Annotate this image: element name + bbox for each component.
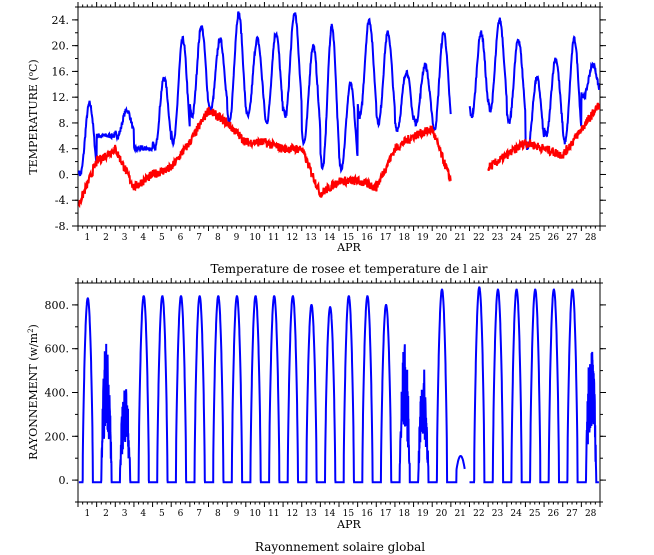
x-tick-label: 13 xyxy=(305,509,317,519)
x-tick-label: 26 xyxy=(548,509,560,519)
x-tick-label: 17 xyxy=(380,233,392,243)
x-tick-label: 8 xyxy=(215,509,221,519)
x-tick-label: 2 xyxy=(103,233,109,243)
radiation-y-label: RAYONNEMENT (w/m2) xyxy=(27,324,40,460)
x-tick-label: 14 xyxy=(324,233,336,243)
y-tick-label: 4. xyxy=(59,143,70,156)
temperature-y-label-post: C) xyxy=(27,59,40,72)
temperature-y-ticks: -8. -4. 0. 4. 8. 12. 16. 20. 24. xyxy=(52,6,606,233)
dew-point-line xyxy=(78,106,452,209)
x-tick-label: 8 xyxy=(215,233,221,243)
x-tick-label: 26 xyxy=(548,233,560,243)
x-tick-label: 27 xyxy=(566,509,578,519)
x-tick-label: 2 xyxy=(103,509,109,519)
x-tick-label: 15 xyxy=(343,509,355,519)
y-tick-label: 12. xyxy=(52,91,70,104)
radiation-line xyxy=(78,288,466,484)
x-tick-label: 11 xyxy=(268,233,279,243)
x-tick-label: 3 xyxy=(122,233,128,243)
x-tick-label: 21 xyxy=(454,233,465,243)
x-tick-label: 1 xyxy=(84,233,90,243)
x-tick-label: 9 xyxy=(234,509,240,519)
radiation-y-label-sup: 2 xyxy=(27,328,35,332)
temperature-chart: -8.-4.0.4.8.12.16.20.24. 1 2 3 4 5 6 7 8 9 10 11 12… xyxy=(27,2,606,276)
x-tick-label: 18 xyxy=(399,233,411,243)
x-tick-label: 15 xyxy=(343,233,355,243)
temperature-plot-frame xyxy=(77,6,601,227)
x-tick-label: 6 xyxy=(178,233,184,243)
x-tick-label: 24 xyxy=(510,233,522,243)
radiation-title: Rayonnement solaire global xyxy=(255,540,425,554)
x-tick-label: 19 xyxy=(417,233,429,243)
x-tick-label: 4 xyxy=(140,509,146,519)
x-tick-label: 17 xyxy=(380,509,392,519)
y-tick-label: 20. xyxy=(52,40,70,53)
x-tick-label: 23 xyxy=(492,509,504,519)
air-temperature-line xyxy=(468,17,601,151)
x-tick-label: 19 xyxy=(417,509,429,519)
radiation-y-label-post: ) xyxy=(27,324,40,328)
radiation-chart: 0.200.400.600.800. 1 2 3 4 5 6 7 8 9 10 11 12 13 14 15… xyxy=(27,278,606,554)
y-tick-label: 0. xyxy=(59,168,70,181)
y-tick-label: 400. xyxy=(45,387,70,400)
x-tick-label: 28 xyxy=(585,509,597,519)
temperature-y-label: TEMPERATURE (oC) xyxy=(27,59,40,174)
temperature-title: Temperature de rosee et temperature de l… xyxy=(210,262,487,276)
temperature-x-label: APR xyxy=(336,241,361,254)
y-tick-label: 200. xyxy=(45,430,70,443)
y-tick-label: 8. xyxy=(59,117,70,130)
radiation-y-ticks: 0. 200. 400. 600. 800. xyxy=(45,282,606,503)
y-tick-label: 600. xyxy=(45,343,70,356)
y-tick-label: 16. xyxy=(52,65,70,78)
y-tick-label: -8. xyxy=(55,220,69,233)
x-tick-label: 10 xyxy=(249,509,261,519)
x-tick-label: 10 xyxy=(249,233,261,243)
x-tick-label: 21 xyxy=(454,509,465,519)
radiation-lines xyxy=(78,286,599,484)
x-tick-label: 12 xyxy=(287,233,298,243)
radiation-y-label-pre: RAYONNEMENT (w/m xyxy=(27,332,40,460)
x-tick-label: 25 xyxy=(529,233,541,243)
radiation-x-ticks: 1 2 3 4 5 6 7 8 9 10 11 12 13 14 15 16 17 18 19 20 21 22 23 24 2… xyxy=(77,278,601,519)
x-tick-label: 4 xyxy=(140,233,146,243)
y-tick-label: 800. xyxy=(45,299,70,312)
y-tick-label: 24. xyxy=(52,14,70,27)
x-tick-label: 22 xyxy=(473,509,484,519)
x-tick-label: 14 xyxy=(324,509,336,519)
x-tick-label: 7 xyxy=(196,509,202,519)
x-tick-label: 6 xyxy=(178,509,184,519)
x-tick-label: 7 xyxy=(196,233,202,243)
x-tick-label: 27 xyxy=(566,233,578,243)
air-temperature-line xyxy=(77,11,452,177)
y-tick-label: -4. xyxy=(55,194,69,207)
x-tick-label: 23 xyxy=(492,233,504,243)
x-tick-label: 20 xyxy=(436,509,448,519)
x-tick-label: 11 xyxy=(268,509,279,519)
x-tick-label: 12 xyxy=(287,509,298,519)
temperature-y-label-pre: TEMPERATURE ( xyxy=(27,76,40,174)
radiation-line xyxy=(469,286,599,484)
temperature-x-ticks: 1 2 3 4 5 6 7 8 9 10 11 12 13 14 15 16 17 18 19 20 21 22 23 24 2… xyxy=(77,2,601,243)
x-tick-label: 5 xyxy=(159,233,165,243)
temperature-y-label-deg: o xyxy=(27,72,35,76)
x-tick-label: 18 xyxy=(399,509,411,519)
x-tick-label: 22 xyxy=(473,233,484,243)
x-tick-label: 16 xyxy=(361,509,373,519)
dew-point-line xyxy=(487,102,601,171)
y-tick-label: 0. xyxy=(59,474,70,487)
x-tick-label: 20 xyxy=(436,233,448,243)
temperature-lines xyxy=(77,11,601,209)
x-tick-label: 1 xyxy=(84,509,90,519)
radiation-x-label: APR xyxy=(336,518,361,531)
x-tick-label: 16 xyxy=(361,233,373,243)
x-tick-label: 25 xyxy=(529,509,541,519)
x-tick-label: 9 xyxy=(234,233,240,243)
x-tick-label: 28 xyxy=(585,233,597,243)
x-tick-label: 5 xyxy=(159,509,165,519)
x-tick-label: 3 xyxy=(122,509,128,519)
x-tick-label: 13 xyxy=(305,233,317,243)
x-tick-label: 24 xyxy=(510,509,522,519)
